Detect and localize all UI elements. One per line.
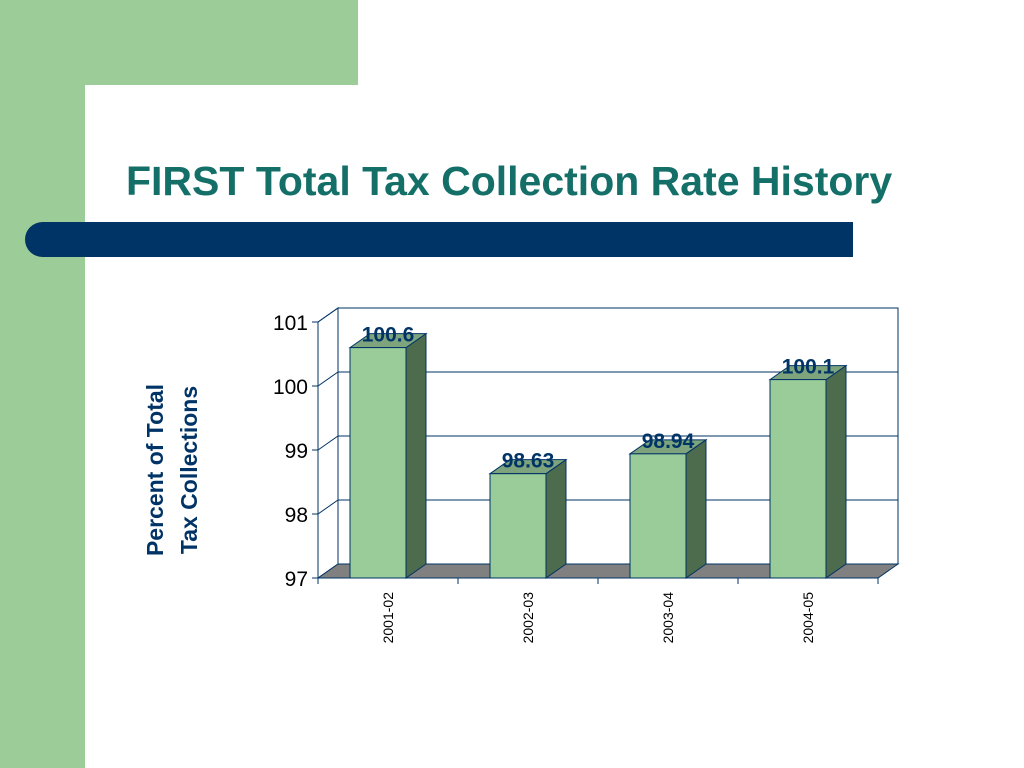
bar (349, 347, 407, 579)
y-tick-label: 98 (285, 504, 308, 527)
x-tick-label: 2001-02 (380, 592, 396, 644)
decor-green-left (0, 0, 85, 768)
bar-side (405, 332, 427, 579)
x-tick-label: 2003-04 (660, 592, 676, 644)
gridline (317, 435, 898, 451)
y-tick-label: 97 (285, 568, 308, 591)
data-label: 98.94 (642, 430, 695, 453)
x-tick-label: 2002-03 (520, 592, 536, 644)
bar (769, 379, 827, 579)
x-tick-label: 2004-05 (800, 592, 816, 644)
bar-side (685, 438, 707, 579)
bar (489, 473, 547, 579)
bar-side (545, 458, 567, 579)
bar-side (825, 364, 847, 579)
slide-title: FIRST Total Tax Collection Rate History (126, 158, 893, 204)
y-tick-label: 99 (285, 440, 308, 463)
data-label: 98.63 (502, 450, 555, 473)
gridline (317, 371, 898, 387)
y-tick-label: 101 (273, 312, 308, 335)
bar (629, 453, 687, 579)
title-underline-bar (25, 222, 853, 257)
data-label: 100.1 (782, 356, 835, 379)
y-tick-label: 100 (273, 376, 308, 399)
gridline (317, 499, 898, 515)
gridline (317, 307, 898, 323)
data-label: 100.6 (362, 324, 415, 347)
